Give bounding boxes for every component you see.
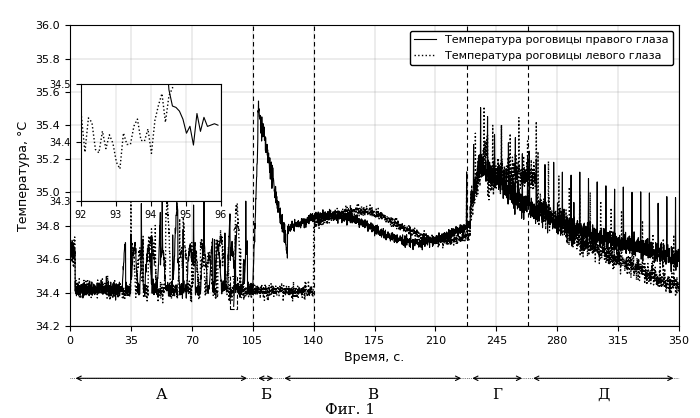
Температура роговицы правого глаза [286,227,295,232]
Температура роговицы левого глаза [675,284,683,289]
Температура роговицы левого глаза [193,259,202,264]
Температура роговицы правого глаза [111,298,120,303]
Text: Фиг. 1: Фиг. 1 [325,403,375,417]
Line: Температура роговицы правого глаза: Температура роговицы правого глаза [70,101,679,300]
Line: Температура роговицы левого глаза: Температура роговицы левого глаза [70,107,679,303]
Температура роговицы правого глаза [254,99,262,104]
Температура роговицы правого глаза [354,220,362,225]
Температура роговицы левого глаза [66,240,74,245]
Text: Б: Б [260,388,272,402]
Text: Г: Г [492,388,502,402]
Температура роговицы левого глаза [159,300,167,305]
Text: Д: Д [597,388,610,402]
Text: В: В [368,388,378,402]
Температура роговицы правого глаза [628,226,636,231]
Температура роговицы левого глаза [354,207,362,212]
Text: А: А [155,388,167,402]
Bar [230,276,237,309]
Температура роговицы правого глаза [66,246,74,251]
Legend: Температура роговицы правого глаза, Температура роговицы левого глаза: Температура роговицы правого глаза, Темп… [410,31,673,65]
Температура роговицы правого глаза [193,290,202,295]
Температура роговицы левого глаза [628,238,636,243]
Y-axis label: Температура, °C: Температура, °C [17,120,30,231]
Температура роговицы левого глаза [453,238,461,243]
X-axis label: Время, с.: Время, с. [344,351,405,364]
Температура роговицы левого глаза [286,292,295,297]
Температура роговицы левого глаза [480,104,489,109]
Температура роговицы левого глаза [427,236,435,241]
Температура роговицы правого глаза [675,258,683,263]
Температура роговицы правого глаза [428,239,436,244]
Температура роговицы правого глаза [453,225,461,230]
